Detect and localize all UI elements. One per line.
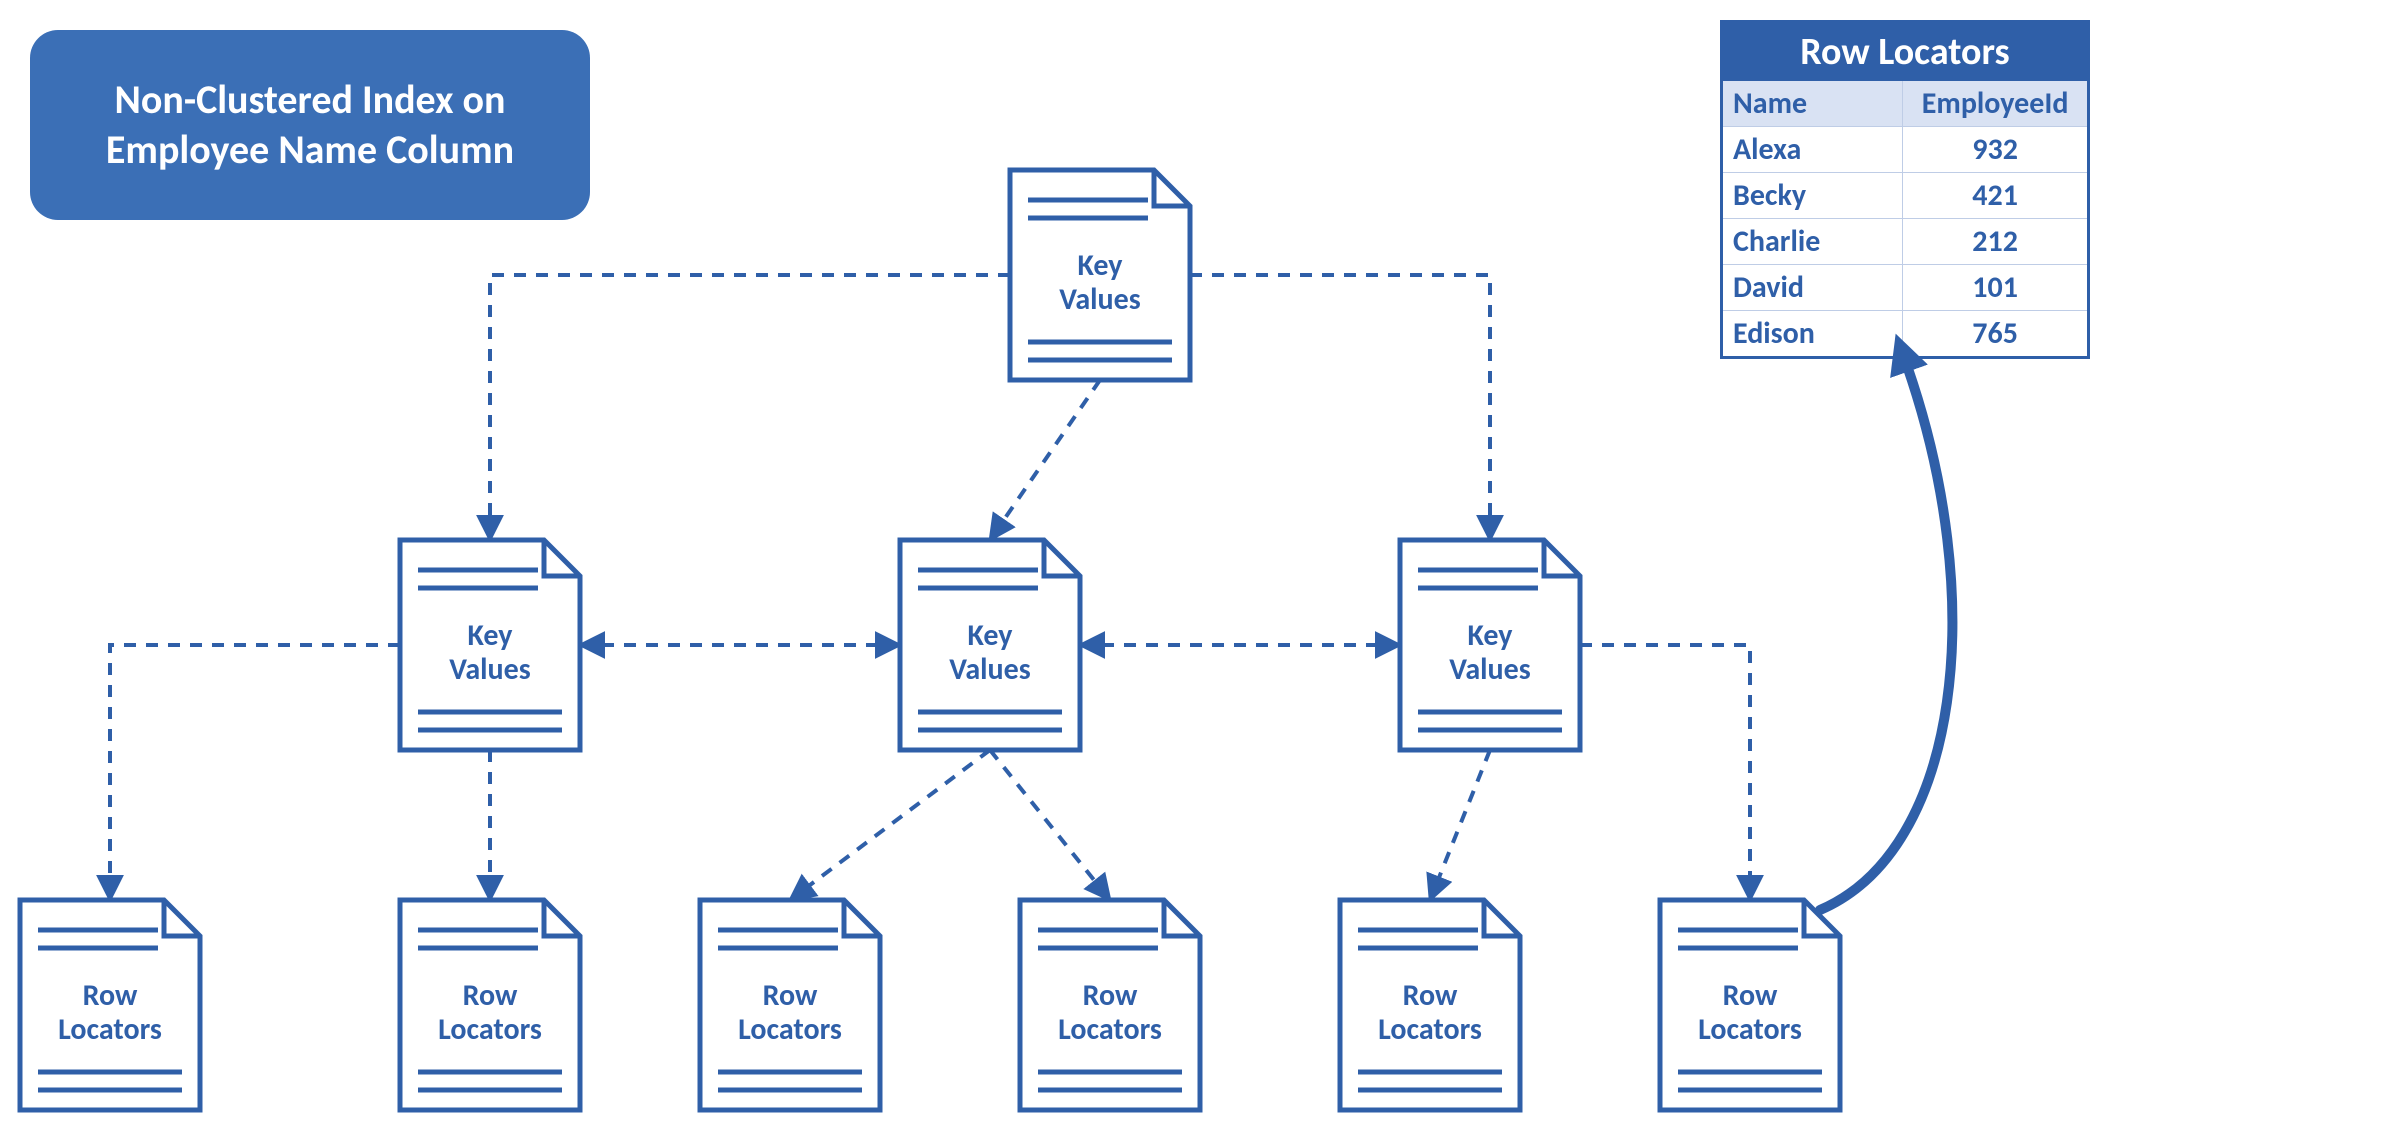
edge — [110, 645, 400, 900]
node-label-line2: Locators — [58, 1011, 162, 1048]
node-mid_l: KeyValues — [400, 540, 580, 750]
node-label-line2: Locators — [1698, 1011, 1802, 1048]
diagram-canvas: KeyValuesKeyValuesKeyValuesKeyValuesRowL… — [0, 0, 2399, 1141]
node-leaf_6: RowLocators — [1660, 900, 1840, 1110]
edge — [790, 750, 990, 900]
node-label-line1: Key — [1078, 247, 1124, 284]
node-leaf_3: RowLocators — [700, 900, 880, 1110]
node-label-line2: Locators — [1378, 1011, 1482, 1048]
node-label-line2: Values — [1059, 281, 1140, 318]
node-label-line2: Values — [949, 651, 1030, 688]
node-leaf_5: RowLocators — [1340, 900, 1520, 1110]
node-label-line1: Row — [1083, 977, 1138, 1014]
node-label-line1: Row — [763, 977, 818, 1014]
node-mid_c: KeyValues — [900, 540, 1080, 750]
edge — [1430, 750, 1490, 900]
node-leaf_4: RowLocators — [1020, 900, 1200, 1110]
edge — [1190, 275, 1490, 540]
edge — [990, 380, 1100, 540]
node-label-line2: Locators — [1058, 1011, 1162, 1048]
node-label-line1: Key — [968, 617, 1014, 654]
node-leaf_1: RowLocators — [20, 900, 200, 1110]
node-root: KeyValues — [1010, 170, 1190, 380]
node-label-line2: Locators — [438, 1011, 542, 1048]
node-label-line1: Row — [463, 977, 518, 1014]
node-label-line1: Key — [468, 617, 514, 654]
node-label-line1: Key — [1468, 617, 1514, 654]
node-label-line1: Row — [1723, 977, 1778, 1014]
node-label-line1: Row — [83, 977, 138, 1014]
edge — [1580, 645, 1750, 900]
edge — [490, 275, 1010, 540]
callout-arrow — [1820, 360, 1952, 910]
node-leaf_2: RowLocators — [400, 900, 580, 1110]
node-label-line1: Row — [1403, 977, 1458, 1014]
node-label-line2: Values — [1449, 651, 1530, 688]
edge — [990, 750, 1110, 900]
node-label-line2: Values — [449, 651, 530, 688]
node-label-line2: Locators — [738, 1011, 842, 1048]
node-mid_r: KeyValues — [1400, 540, 1580, 750]
